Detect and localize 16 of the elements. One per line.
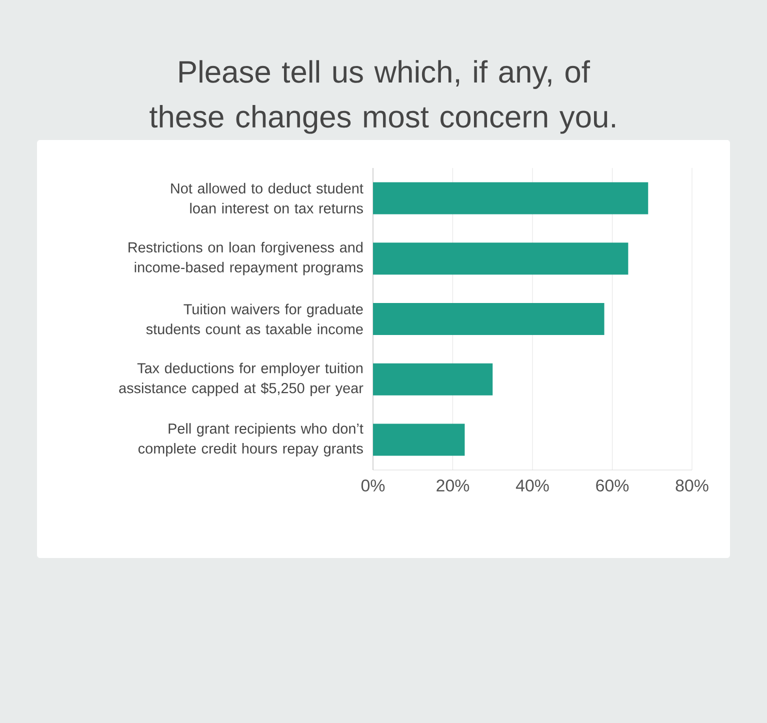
y-tick-label: Not allowed to deduct student loan interest on tax returns — [171, 182, 364, 214]
chart-title: Please tell us which, if any, of these changes most concern you. — [150, 60, 615, 134]
bar — [373, 242, 628, 275]
x-tick-label: 60% — [596, 480, 629, 492]
x-tick-label: 20% — [436, 480, 470, 492]
y-tick-label: Tax deductions for employer tuition assistance capped at $5,250 per year — [119, 362, 364, 396]
bar — [373, 302, 604, 336]
bar — [373, 363, 493, 396]
bar — [373, 424, 465, 456]
bar — [373, 182, 648, 214]
x-tick-label: 80% — [676, 480, 708, 492]
y-tick-label: Restrictions on loan forgiveness and income-based repayment programs — [128, 242, 363, 276]
x-tick-label: 40% — [516, 480, 549, 492]
y-tick-label: Pell grant recipients who don’t complete credit hours repay grants — [138, 423, 364, 456]
y-tick-label: Tuition waivers for graduate students count as taxable income — [146, 304, 363, 334]
x-tick-label: 0% — [361, 480, 385, 492]
